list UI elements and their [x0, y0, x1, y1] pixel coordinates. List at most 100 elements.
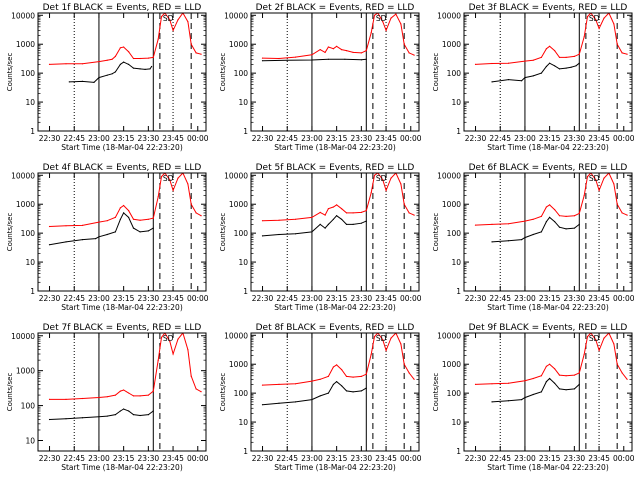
data-point	[114, 231, 116, 233]
data-point	[558, 68, 561, 70]
data-point	[565, 375, 567, 377]
data-point	[128, 63, 130, 65]
data-point	[524, 380, 526, 382]
plot-frame	[250, 12, 420, 132]
x-tick-label: 00:00	[613, 454, 635, 463]
data-point	[352, 51, 354, 54]
x-tick-label: 00:00	[187, 454, 209, 463]
data-point	[390, 337, 392, 339]
data-point	[160, 336, 163, 338]
data-point	[413, 54, 415, 56]
data-point	[603, 177, 605, 179]
data-point	[554, 209, 556, 211]
sd-annotation: SD	[376, 334, 387, 343]
y-tick-label: 1	[456, 447, 461, 456]
data-point	[558, 388, 561, 390]
data-point	[48, 398, 51, 400]
data-point	[311, 399, 313, 401]
data-point	[507, 79, 510, 81]
data-point	[327, 46, 329, 48]
x-tick-label: 23:30	[351, 134, 373, 143]
x-tick-label: 00:00	[400, 294, 422, 303]
panel-7: Det 7f BLACK = Events, RED = LLD 10 100 100…	[6, 323, 209, 472]
data-point	[139, 219, 141, 221]
panel-title: Det 5f BLACK = Events, RED = LLD	[256, 163, 415, 173]
data-point	[365, 58, 367, 60]
data-point	[98, 77, 100, 79]
y-axis-label: Counts/sec	[219, 373, 227, 412]
data-point	[336, 381, 338, 383]
data-point	[345, 375, 348, 377]
data-point	[111, 73, 113, 75]
y-tick-label: 10000	[437, 11, 461, 20]
data-point	[324, 227, 326, 229]
data-point	[190, 43, 192, 45]
y-tick-label: 10000	[11, 332, 35, 341]
y-axis-label: Counts/sec	[432, 53, 440, 92]
data-point	[128, 216, 130, 218]
data-point	[532, 233, 534, 236]
y-tick-label: 1000	[442, 200, 461, 209]
x-tick-label: 22:45	[489, 134, 511, 143]
y-tick-label: 1	[456, 127, 461, 136]
data-point	[507, 400, 510, 402]
data-point	[408, 52, 410, 54]
x-tick-label: 23:15	[326, 294, 348, 303]
data-point	[621, 52, 623, 54]
y-axis-label: Counts/sec	[432, 373, 440, 412]
data-point	[327, 58, 329, 60]
data-point	[106, 396, 108, 398]
data-point	[139, 414, 141, 417]
data-point	[573, 374, 576, 376]
y-tick-label: 10	[25, 98, 35, 107]
data-point	[128, 210, 130, 212]
x-tick-label: 00:00	[187, 294, 209, 303]
data-point	[81, 417, 84, 419]
x-tick-label: 22:45	[63, 134, 85, 143]
data-point	[139, 68, 141, 70]
data-point	[200, 53, 202, 55]
y-tick-label: 10	[238, 258, 248, 267]
data-point	[598, 349, 600, 351]
data-point	[400, 343, 402, 345]
data-point	[400, 183, 402, 185]
series-line-events	[262, 215, 367, 237]
data-point	[598, 189, 600, 191]
data-point	[132, 414, 135, 416]
y-tick-label: 10000	[11, 11, 35, 20]
data-point	[507, 62, 510, 64]
data-point	[65, 418, 67, 420]
data-point	[549, 377, 551, 380]
data-point	[403, 203, 405, 205]
data-point	[149, 68, 151, 70]
x-tick-label: 23:45	[375, 294, 397, 303]
data-point	[554, 65, 556, 67]
series-line-lld	[475, 13, 628, 65]
data-point	[507, 382, 510, 384]
panel-title: Det 3f BLACK = Events, RED = LLD	[469, 3, 628, 13]
x-tick-label: 23:30	[138, 294, 160, 303]
y-tick-label: 10000	[437, 171, 461, 180]
x-tick-label: 23:15	[113, 134, 135, 143]
series-line-lld	[49, 333, 202, 400]
data-point	[373, 174, 376, 176]
panel-title: Det 9f BLACK = Events, RED = LLD	[469, 323, 628, 333]
y-tick-label: 1000	[16, 367, 35, 376]
data-point	[586, 336, 589, 338]
y-tick-label: 1	[456, 287, 461, 296]
x-axis-label: Start Time (18-Mar-04 22:23:20)	[487, 143, 609, 152]
data-point	[621, 212, 623, 214]
data-point	[319, 223, 321, 225]
y-tick-label: 100	[21, 69, 36, 78]
data-point	[341, 385, 343, 387]
data-point	[336, 215, 338, 217]
data-point	[408, 372, 410, 374]
data-point	[294, 56, 297, 58]
data-point	[278, 383, 280, 385]
data-point	[360, 390, 362, 392]
data-point	[144, 68, 146, 70]
x-tick-label: 23:00	[514, 294, 536, 303]
y-tick-label: 10	[451, 258, 461, 267]
data-point	[583, 194, 585, 197]
y-tick-label: 100	[21, 402, 36, 411]
